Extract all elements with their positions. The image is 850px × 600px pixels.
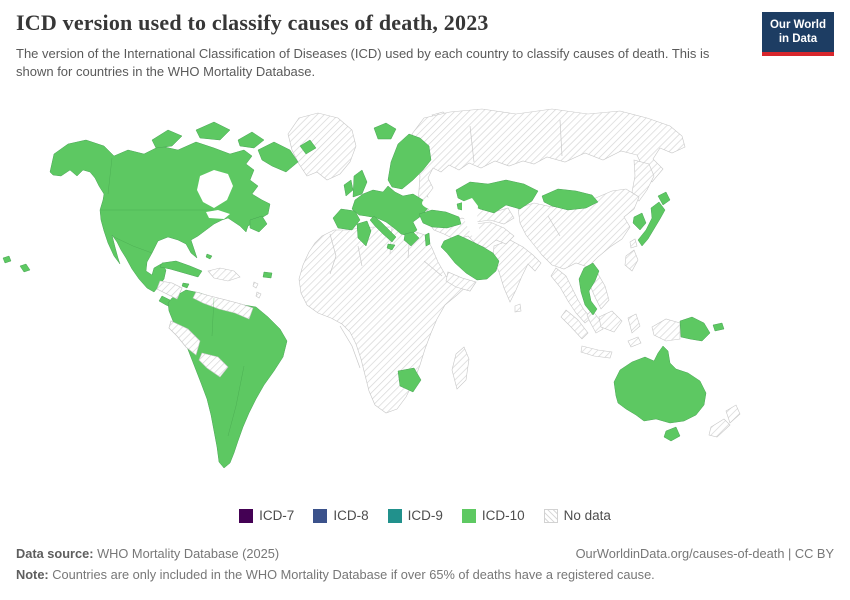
legend-item-no-data[interactable]: No data [543,508,611,523]
map-region-greece[interactable] [403,231,420,247]
map-regions-icd10 [2,121,725,469]
footer-note-row: Note: Countries are only included in the… [16,565,834,584]
map-region-central-europe[interactable] [351,185,429,237]
footer: Data source: WHO Mortality Database (202… [16,544,834,584]
map-region-venezuela-overlay[interactable] [192,291,254,320]
footer-note-value: Countries are only included in the WHO M… [48,567,655,583]
map-legend: ICD-7 ICD-8 ICD-9 ICD-10 No data [0,508,850,523]
map-region-israel[interactable] [424,232,431,247]
map-region-cuba[interactable] [159,260,203,278]
map-region-papua-new-guinea[interactable] [679,316,725,342]
map-region-yemen-overlay[interactable] [445,271,477,292]
legend-label: ICD-10 [481,508,525,523]
legend-item-icd-10[interactable]: ICD-10 [461,508,525,523]
world-map [0,106,850,502]
map-region-north-america[interactable] [49,139,271,293]
map-region-india[interactable] [492,239,542,303]
map-region-tasmania[interactable] [663,426,681,442]
footer-note: Note: Countries are only included in the… [16,565,655,584]
map-region-myanmar-laos[interactable] [550,267,592,324]
hudson-bay [197,170,233,208]
map-region-greenland[interactable] [287,112,357,181]
map-region-scandinavia[interactable] [387,133,432,190]
map-region-hispaniola[interactable] [207,267,241,282]
header: ICD version used to classify causes of d… [16,10,834,81]
world-map-svg [2,108,741,469]
footer-source-row: Data source: WHO Mortality Database (202… [16,544,834,563]
map-region-united-kingdom[interactable] [352,169,368,198]
legend-swatch [387,508,402,523]
map-region-turkey[interactable] [418,209,462,229]
legend-label: ICD-9 [407,508,443,523]
map-region-south-america[interactable] [167,289,288,469]
map-region-africa[interactable] [298,226,469,414]
map-region-bolivia-overlay[interactable] [198,352,229,378]
map-region-thailand[interactable] [578,262,600,316]
map-overlay-no-data [156,271,477,378]
map-region-java[interactable] [580,345,613,359]
map-region-puerto-rico[interactable] [262,271,273,279]
map-region-italy[interactable] [369,215,397,251]
map-region-hawaii[interactable] [2,255,31,273]
map-region-philippines[interactable] [624,249,639,272]
legend-swatch [461,508,476,523]
map-region-mongolia[interactable] [541,188,599,211]
map-region-arctic-islands[interactable] [151,121,317,155]
map-region-taiwan[interactable] [629,238,638,249]
chart-subtitle: The version of the International Classif… [16,46,710,80]
owid-logo[interactable]: Our World in Data [761,12,834,56]
legend-swatch-hatch [543,508,558,523]
legend-item-icd-8[interactable]: ICD-8 [313,508,369,523]
map-region-malaysia[interactable] [586,309,604,334]
data-source-value: WHO Mortality Database (2025) [93,546,280,561]
map-region-borneo[interactable] [598,310,623,333]
great-lakes [206,210,230,219]
map-region-jamaica[interactable] [181,282,190,289]
legend-swatch [313,508,328,523]
map-region-russia[interactable] [411,108,686,212]
caspian-sea [462,198,480,236]
legend-label: ICD-7 [259,508,295,523]
map-region-baffin-island[interactable] [257,141,299,173]
legend-label: No data [563,508,611,523]
map-region-sri-lanka[interactable] [514,303,522,313]
map-region-new-zealand-south[interactable] [708,418,731,438]
map-region-saudi-arabia-oman[interactable] [440,234,500,281]
map-region-madagascar[interactable] [451,346,470,390]
footer-note-label: Note: [16,567,49,583]
map-region-botswana[interactable] [397,367,422,393]
legend-item-icd-7[interactable]: ICD-7 [239,508,294,523]
map-region-peru-overlay[interactable] [168,320,201,356]
legend-swatch [239,508,254,523]
map-seas [422,196,480,236]
map-region-sulawesi[interactable] [627,313,641,334]
map-borders-green [101,157,245,437]
data-source-label: Data source: [16,546,94,561]
map-region-bahamas[interactable] [205,253,213,260]
owid-logo-line2: in Data [778,33,818,46]
map-region-newfoundland[interactable] [249,215,268,233]
map-region-lesser-antilles[interactable] [252,281,262,299]
owid-link[interactable]: OurWorldinData.org/causes-of-death | CC … [575,546,834,561]
legend-label: ICD-8 [333,508,369,523]
map-region-south-korea[interactable] [632,212,647,231]
map-region-russia-far-east[interactable] [631,159,655,202]
map-region-iberia[interactable] [332,208,361,231]
map-region-sumatra[interactable] [560,309,589,340]
map-region-japan[interactable] [637,191,671,247]
black-sea [422,196,454,210]
page-title: ICD version used to classify causes of d… [16,10,489,35]
map-region-australia[interactable] [613,345,707,424]
data-source: Data source: WHO Mortality Database (202… [16,544,279,563]
map-region-honduras-nicaragua-overlay[interactable] [156,280,183,300]
map-region-tunisia[interactable] [356,220,372,247]
legend-item-icd-9[interactable]: ICD-9 [387,508,443,523]
map-region-iceland[interactable] [373,122,397,140]
map-region-ireland[interactable] [343,179,354,197]
map-region-timor[interactable] [627,336,642,348]
map-region-new-zealand-north[interactable] [725,404,741,424]
map-region-west-papua[interactable] [651,318,681,342]
owid-logo-line1: Our World [769,19,826,31]
